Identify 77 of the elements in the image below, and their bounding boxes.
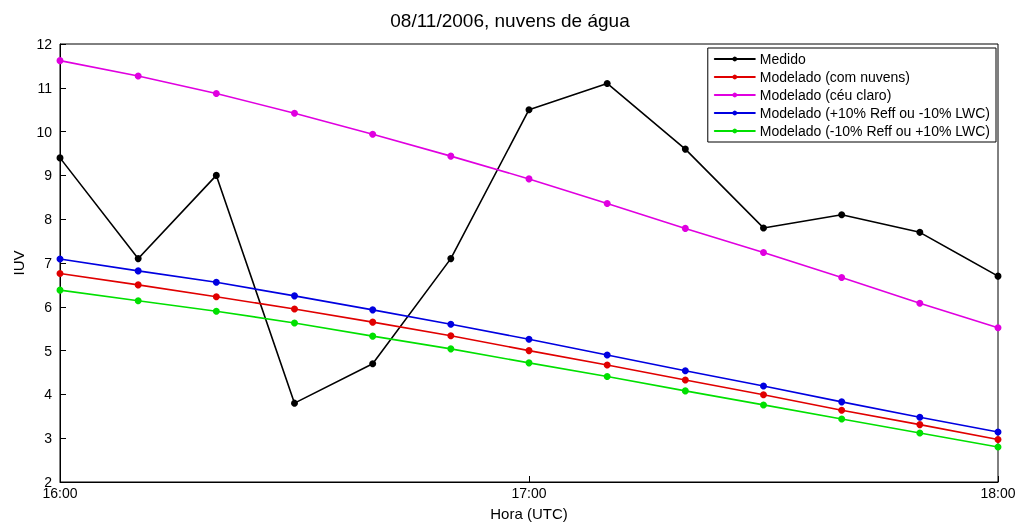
y-tick-label: 5 (44, 342, 53, 359)
y-tick-label: 3 (44, 430, 53, 447)
y-tick-label: 10 (36, 123, 53, 140)
point (838, 406, 846, 414)
point (447, 320, 455, 328)
point (134, 281, 142, 289)
point (603, 372, 611, 380)
point (525, 347, 533, 355)
point (916, 228, 924, 236)
point (603, 199, 611, 207)
point (134, 297, 142, 305)
point (525, 335, 533, 343)
y-tick-label: 8 (44, 211, 53, 228)
point (916, 429, 924, 437)
point (760, 382, 767, 390)
point (369, 332, 377, 340)
y-tick-label: 7 (44, 255, 53, 271)
point (447, 332, 455, 340)
y-tick-label: 6 (44, 298, 53, 315)
legend-label: Modelado (-10% Reff ou +10% LWC) (759, 123, 991, 139)
point (760, 248, 767, 256)
x-axis-title: Hora (UTC) (490, 505, 568, 522)
point (134, 255, 142, 263)
point (525, 106, 533, 114)
point (369, 318, 377, 326)
y-axis-title: IUV (9, 250, 27, 276)
point (447, 345, 455, 353)
legend-label: Modelado (com nuvens) (759, 69, 910, 85)
point (212, 171, 220, 179)
point (212, 307, 220, 315)
point (56, 57, 64, 65)
point (291, 109, 298, 117)
point (760, 224, 767, 232)
point (838, 398, 846, 406)
point (681, 145, 689, 153)
point (916, 421, 924, 429)
point (681, 387, 689, 395)
point (291, 399, 298, 407)
x-tick-label: 17:00 (511, 485, 547, 501)
point (994, 324, 1002, 332)
point (212, 278, 220, 286)
point (369, 360, 377, 368)
legend-label: Modelado (céu claro) (759, 87, 892, 103)
point (838, 415, 846, 423)
point (916, 299, 924, 307)
point (838, 273, 846, 281)
point (212, 90, 220, 97)
legend-label: Medido (759, 51, 806, 67)
point (838, 211, 846, 219)
point (681, 224, 689, 232)
point (291, 319, 298, 327)
point (760, 391, 767, 399)
point (603, 79, 611, 87)
point (681, 367, 689, 375)
point (447, 255, 455, 263)
point (447, 152, 455, 160)
point (134, 267, 142, 275)
y-tick-label: 9 (44, 167, 53, 184)
point (291, 305, 298, 313)
point (134, 72, 142, 80)
y-tick-label: 4 (44, 386, 53, 403)
y-tick-label: 12 (36, 36, 53, 52)
point (681, 376, 689, 384)
point (760, 401, 767, 409)
legend-label: Modelado (+10% Reff ou -10% LWC) (759, 105, 991, 121)
point (369, 130, 377, 138)
point (291, 292, 298, 300)
point (369, 306, 377, 314)
point (56, 270, 64, 278)
point (994, 436, 1002, 444)
x-tick-label: 18:00 (980, 485, 1016, 501)
point (916, 413, 924, 421)
point (603, 361, 611, 369)
chart-title: 08/11/2006, nuvens de água (390, 10, 631, 31)
point (212, 293, 220, 301)
point (603, 351, 611, 359)
y-tick-label: 11 (37, 79, 53, 96)
